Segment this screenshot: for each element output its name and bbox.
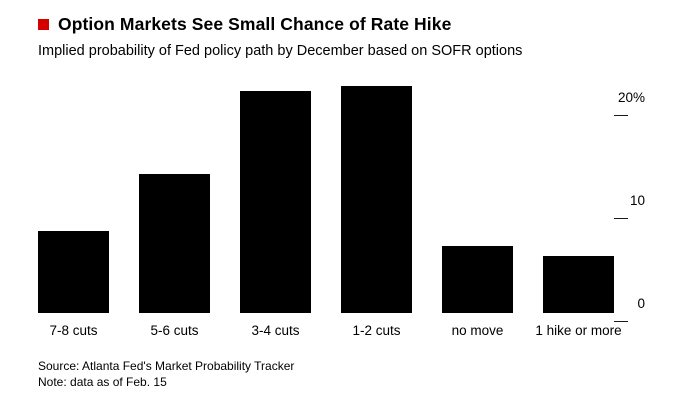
brand-red-square-icon: [38, 19, 49, 30]
x-axis-labels: 7-8 cuts 5-6 cuts 3-4 cuts 1-2 cuts no move 1…: [38, 323, 622, 338]
y-tick-label: 0: [637, 296, 645, 311]
y-tick-mark: [614, 321, 628, 322]
chart-footnotes: Source: Atlanta Fed's Market Probability…: [38, 358, 659, 390]
y-tick-mark: [614, 217, 628, 219]
y-tick-label: 20%: [617, 89, 645, 105]
bar-1-2-cuts: [341, 86, 412, 313]
plot-area: [38, 81, 614, 313]
y-tick-label: 10: [629, 192, 645, 208]
chart-header: Option Markets See Small Chance of Rate …: [38, 14, 659, 59]
bar-chart: 20% 10 0: [38, 81, 659, 322]
x-tick-label: 1-2 cuts: [352, 323, 401, 338]
chart-subtitle: Implied probability of Fed policy path b…: [38, 43, 523, 59]
y-axis: 20% 10 0: [614, 81, 659, 322]
x-tick-label: 3-4 cuts: [251, 323, 300, 338]
chart-title: Option Markets See Small Chance of Rate …: [58, 14, 452, 34]
x-tick-label: 1 hike or more: [535, 323, 622, 338]
bar-no-move: [442, 246, 513, 313]
x-tick-label: 7-8 cuts: [49, 323, 98, 338]
x-tick-label: 5-6 cuts: [150, 323, 199, 338]
title-row: Option Markets See Small Chance of Rate …: [38, 14, 659, 35]
bar-3-4-cuts: [240, 91, 311, 313]
bar-5-6-cuts: [139, 174, 210, 313]
bar-1-hike-or-more: [543, 256, 614, 313]
date-note: Note: data as of Feb. 15: [38, 375, 167, 390]
bar-7-8-cuts: [38, 231, 109, 313]
x-tick-label: no move: [451, 323, 504, 338]
y-tick-mark: [614, 114, 628, 116]
source-note: Source: Atlanta Fed's Market Probability…: [38, 359, 295, 373]
